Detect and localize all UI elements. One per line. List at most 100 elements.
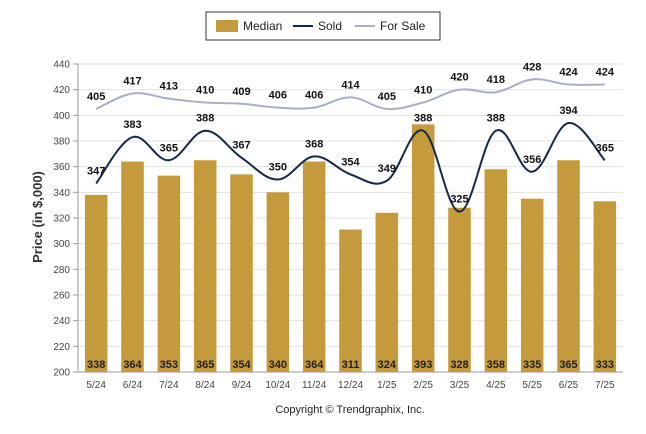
sold-point-label: 347 — [87, 165, 105, 177]
bars — [84, 124, 617, 372]
median-bar[interactable] — [339, 229, 362, 372]
sold-point-label: 383 — [123, 119, 141, 131]
x-tick-label: 12/24 — [338, 380, 363, 391]
for-sale-point-label: 406 — [269, 90, 287, 102]
median-bar[interactable] — [557, 160, 580, 372]
median-bar-label: 365 — [559, 359, 577, 371]
series-lines — [95, 78, 606, 213]
median-bar-label: 335 — [523, 359, 541, 371]
x-tick-label: 1/25 — [377, 380, 397, 391]
for-sale-line[interactable] — [95, 78, 605, 111]
for-sale-point-label: 428 — [523, 61, 541, 73]
median-bar-label: 340 — [269, 359, 287, 371]
legend-swatch-median — [216, 20, 238, 32]
median-bar-label: 364 — [305, 359, 324, 371]
median-bar[interactable] — [448, 207, 471, 372]
x-tick-label: 7/24 — [159, 380, 179, 391]
median-bar[interactable] — [266, 192, 290, 372]
legend-box — [205, 11, 441, 41]
median-bar[interactable] — [157, 175, 181, 372]
sold-point-label: 394 — [559, 105, 578, 117]
median-bar[interactable] — [520, 198, 544, 372]
median-bar[interactable] — [84, 194, 108, 372]
median-bar[interactable] — [193, 160, 217, 372]
median-bar-label: 333 — [596, 359, 614, 371]
y-tick-label: 280 — [53, 265, 70, 276]
sold-point-label: 356 — [523, 154, 541, 166]
legend[interactable]: Median Sold For Sale — [205, 11, 441, 41]
for-sale-point-label: 405 — [87, 91, 105, 103]
for-sale-point-label: 405 — [378, 91, 396, 103]
median-bar[interactable] — [230, 174, 253, 372]
for-sale-point-label: 420 — [450, 72, 468, 84]
y-tick-label: 380 — [53, 137, 70, 148]
x-tick-label: 11/24 — [302, 380, 327, 391]
median-bar-label: 311 — [342, 359, 360, 371]
for-sale-point-label: 424 — [559, 67, 578, 79]
sold-point-label: 349 — [378, 163, 396, 175]
x-tick-label: 2/25 — [413, 380, 433, 391]
y-tick-label: 440 — [53, 60, 70, 71]
legend-label-median: Median — [243, 19, 282, 33]
median-bar-label: 328 — [450, 359, 468, 371]
x-tick-label: 7/25 — [595, 380, 615, 391]
sold-point-label: 388 — [487, 113, 505, 125]
sold-point-label: 388 — [196, 113, 214, 125]
median-bar[interactable] — [375, 212, 399, 372]
x-tick-label: 6/24 — [123, 380, 143, 391]
median-bar[interactable] — [411, 124, 435, 372]
for-sale-point-label: 414 — [341, 79, 360, 91]
copyright: Copyright © Trendgraphix, Inc. — [275, 404, 424, 416]
x-tick-label: 8/24 — [195, 380, 215, 391]
median-bar-label: 365 — [196, 359, 214, 371]
sold-point-label: 368 — [305, 138, 323, 150]
x-tick-label: 4/25 — [486, 380, 506, 391]
median-bar-label: 324 — [378, 359, 397, 371]
y-tick-label: 220 — [53, 342, 70, 353]
x-tick-label: 9/24 — [232, 380, 252, 391]
y-tick-label: 240 — [53, 316, 70, 327]
x-tick-label: 5/24 — [86, 380, 106, 391]
x-tick-label: 6/25 — [559, 380, 579, 391]
for-sale-point-label: 424 — [596, 67, 615, 79]
median-bar-label: 364 — [123, 359, 142, 371]
sold-point-label: 350 — [269, 162, 287, 174]
y-tick-label: 200 — [53, 368, 70, 379]
median-bar-label: 353 — [160, 359, 178, 371]
sold-point-label: 325 — [450, 194, 468, 206]
for-sale-point-label: 410 — [414, 85, 432, 97]
sold-line[interactable] — [95, 122, 606, 213]
y-axis-label: Price (in $,000) — [30, 171, 45, 263]
median-bar[interactable] — [593, 201, 617, 372]
for-sale-point-label: 410 — [196, 85, 214, 97]
y-tick-label: 340 — [53, 188, 70, 199]
for-sale-point-label: 406 — [305, 90, 323, 102]
sold-point-label: 367 — [232, 140, 250, 152]
for-sale-point-label: 409 — [232, 86, 250, 98]
median-bar-label: 354 — [232, 359, 251, 371]
median-bar[interactable] — [121, 161, 144, 372]
for-sale-point-label: 418 — [487, 74, 505, 86]
sold-point-label: 365 — [160, 142, 178, 154]
sold-point-label: 388 — [414, 113, 432, 125]
sold-point-label: 365 — [596, 142, 614, 154]
y-tick-label: 360 — [53, 162, 70, 173]
y-tick-label: 400 — [53, 111, 70, 122]
data-labels: 338 364 353 365 354 340 364 311 324 393 328 358 335 3… — [87, 61, 615, 371]
median-bar-label: 393 — [414, 359, 432, 371]
x-tick-label: 5/25 — [522, 380, 542, 391]
median-bar[interactable] — [484, 169, 508, 372]
x-axis-ticks: 5/24 6/24 7/24 8/24 9/24 10/24 11/24 12/24 1/25 2… — [86, 380, 615, 391]
median-bar-label: 338 — [87, 359, 105, 371]
median-bar-label: 358 — [487, 359, 505, 371]
median-bar[interactable] — [302, 161, 326, 372]
x-tick-label: 3/25 — [450, 380, 470, 391]
sold-point-label: 354 — [341, 156, 360, 168]
for-sale-point-label: 413 — [160, 81, 178, 93]
y-tick-label: 300 — [53, 239, 70, 250]
y-tick-label: 260 — [53, 291, 70, 302]
y-tick-label: 420 — [53, 85, 70, 96]
legend-label-sold: Sold — [318, 19, 342, 33]
x-tick-label: 10/24 — [265, 380, 290, 391]
